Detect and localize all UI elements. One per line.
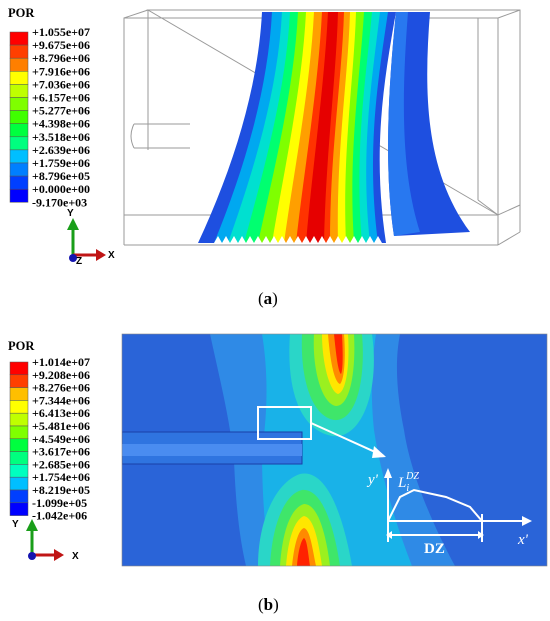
legend-b-label: +4.549e+06 bbox=[32, 432, 90, 446]
triad-b-y: Y bbox=[12, 519, 19, 530]
legend-a-label: +3.518e+06 bbox=[32, 130, 90, 144]
legend-a-swatch bbox=[9, 136, 29, 151]
legend-b-label: +1.754e+06 bbox=[32, 470, 90, 484]
legend-b-label: +7.344e+06 bbox=[32, 393, 90, 407]
legend-b-swatch bbox=[9, 412, 29, 427]
legend-b-label: -1.042e+06 bbox=[32, 509, 87, 523]
legend-a-swatch bbox=[9, 162, 29, 177]
legend-a-swatch bbox=[9, 44, 29, 59]
caption-b: (b) bbox=[258, 595, 279, 614]
triad-a: Y X Z bbox=[67, 208, 115, 267]
panel-b: POR +1.014e+07+9.208e+06+8.276e+06+7.344… bbox=[8, 333, 548, 614]
legend-a-swatch bbox=[9, 188, 29, 203]
zoom-arrow bbox=[310, 422, 385, 457]
legend-b-swatch bbox=[9, 476, 29, 491]
inset-x-label: x' bbox=[517, 532, 529, 548]
legend-b-swatches bbox=[9, 361, 29, 516]
legend-a-label: +9.675e+06 bbox=[32, 38, 90, 52]
band-teeth-a bbox=[214, 236, 382, 243]
legend-a-label: +5.277e+06 bbox=[32, 104, 90, 118]
legend-b-label: +5.481e+06 bbox=[32, 419, 90, 433]
L-label: LiDZ bbox=[397, 471, 419, 494]
legend-a-label: -9.170e+03 bbox=[32, 195, 87, 209]
legend-b-swatch bbox=[9, 425, 29, 440]
legend-a-swatch bbox=[9, 71, 29, 85]
caption-a: (a) bbox=[258, 289, 278, 308]
triad-b-x: X bbox=[72, 551, 79, 562]
inset-y-arrowhead bbox=[384, 468, 392, 478]
legend-a-label: +6.157e+06 bbox=[32, 91, 90, 105]
inset-y-label: y' bbox=[366, 472, 379, 488]
legend-a-label: +7.036e+06 bbox=[32, 77, 90, 91]
legend-b-swatch bbox=[9, 502, 29, 516]
legend-b-swatch bbox=[9, 438, 29, 452]
legend-b-label: +6.413e+06 bbox=[32, 406, 90, 420]
legend-b-label: +8.276e+06 bbox=[32, 381, 90, 395]
triad-a-z: Z bbox=[76, 256, 82, 267]
legend-a-swatch bbox=[9, 57, 29, 72]
legend-a-swatch bbox=[9, 97, 29, 111]
inset-axes-b bbox=[387, 476, 525, 542]
pore-pressure-band-a bbox=[198, 12, 396, 243]
dz-arrow-right bbox=[478, 531, 484, 539]
legend-a-swatch bbox=[9, 31, 29, 46]
legend-a-label: +8.796e+06 bbox=[32, 51, 90, 65]
legend-a-label: +7.916e+06 bbox=[32, 64, 90, 78]
legend-a-swatch bbox=[9, 175, 29, 190]
legend-a-label: +1.759e+06 bbox=[32, 156, 90, 170]
legend-a-label: +2.639e+06 bbox=[32, 143, 90, 157]
legend-a-swatches bbox=[9, 31, 29, 203]
legend-b-swatch bbox=[9, 374, 29, 388]
legend-a-label: +8.796e+05 bbox=[32, 169, 90, 183]
legend-a-swatch bbox=[9, 84, 29, 98]
triad-a-x: X bbox=[108, 250, 115, 261]
legend-a-label: +1.055e+07 bbox=[32, 25, 90, 39]
legend-a-swatch bbox=[9, 149, 29, 164]
legend-b-swatch bbox=[9, 451, 29, 465]
right-flap-a-shade bbox=[388, 12, 420, 236]
triad-b: Y X bbox=[12, 519, 79, 562]
contour-plot-b bbox=[122, 334, 547, 566]
triad-a-y: Y bbox=[67, 208, 74, 219]
legend-b-swatch bbox=[9, 400, 29, 414]
legend-a-swatch bbox=[9, 123, 29, 138]
legend-b-swatch bbox=[9, 489, 29, 504]
panel-a: POR +1.055e+07+9.675e+06+8.796e+06+7.916… bbox=[8, 6, 521, 308]
legend-a-title: POR bbox=[8, 6, 35, 20]
legend-a-label: +4.398e+06 bbox=[32, 117, 90, 131]
inset-x-arrowhead bbox=[522, 516, 532, 526]
legend-b-labels: +1.014e+07+9.208e+06+8.276e+06+7.344e+06… bbox=[32, 355, 90, 523]
legend-b-label: +2.685e+06 bbox=[32, 457, 90, 471]
zoom-arrow-head bbox=[372, 446, 386, 458]
legend-b-label: +9.208e+06 bbox=[32, 368, 90, 382]
legend-b-swatch bbox=[9, 387, 29, 401]
dz-label: DZ bbox=[424, 541, 445, 557]
band-bottom-teeth-a bbox=[214, 236, 382, 243]
legend-b-label: +3.617e+06 bbox=[32, 445, 90, 459]
box-wireframe-a bbox=[123, 9, 521, 246]
legend-b-swatch bbox=[9, 464, 29, 478]
legend-a-labels: +1.055e+07+9.675e+06+8.796e+06+7.916e+06… bbox=[32, 25, 90, 209]
legend-b-title: POR bbox=[8, 339, 35, 353]
legend-b-swatch bbox=[9, 361, 29, 376]
legend-b-label: +1.014e+07 bbox=[32, 355, 90, 369]
legend-a-label: +0.000e+00 bbox=[32, 182, 90, 196]
legend-b-label: -1.099e+05 bbox=[32, 496, 87, 510]
dz-arrow-left bbox=[386, 531, 392, 539]
legend-b-label: +8.219e+05 bbox=[32, 483, 90, 497]
legend-a-swatch bbox=[9, 110, 29, 124]
right-flap-a bbox=[388, 12, 470, 236]
